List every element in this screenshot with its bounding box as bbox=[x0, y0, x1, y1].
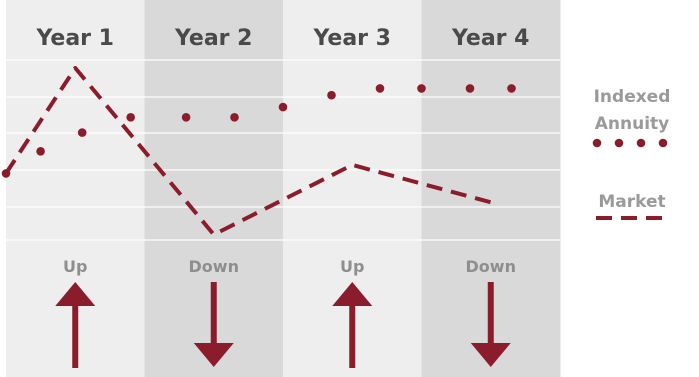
indexed-annuity-point bbox=[375, 84, 385, 93]
legend-dotted-swatch bbox=[592, 138, 668, 148]
legend-market-label: Market bbox=[598, 192, 665, 212]
indexed-annuity-point bbox=[507, 84, 516, 93]
direction-label-2: Down bbox=[189, 257, 239, 276]
arrow-down-icon bbox=[470, 282, 511, 367]
indexed-annuity-point bbox=[417, 84, 426, 93]
direction-label-4: Down bbox=[466, 257, 516, 276]
indexed-annuity-point bbox=[230, 113, 239, 122]
column-header-3: Year 3 bbox=[313, 26, 392, 51]
legend-indexed-annuity-label-2: Annuity bbox=[595, 114, 670, 134]
indexed-annuity-point bbox=[126, 113, 135, 122]
arrow-down-icon bbox=[193, 282, 234, 367]
direction-label-3: Up bbox=[340, 257, 364, 276]
direction-label-1: Up bbox=[63, 257, 87, 276]
column-header-4: Year 4 bbox=[451, 26, 530, 51]
indexed-annuity-point bbox=[465, 84, 475, 93]
arrow-up-icon bbox=[332, 282, 373, 368]
indexed-annuity-point bbox=[77, 128, 87, 137]
indexed-annuity-point bbox=[181, 113, 191, 122]
legend-indexed-annuity-label-1: Indexed bbox=[594, 87, 671, 107]
arrow-up-icon bbox=[55, 282, 96, 368]
indexed-annuity-point bbox=[278, 102, 288, 112]
market-line bbox=[4, 66, 492, 237]
column-header-1: Year 1 bbox=[36, 26, 115, 51]
indexed-annuity-point bbox=[327, 90, 336, 100]
indexed-annuity-point bbox=[36, 147, 45, 156]
column-header-2: Year 2 bbox=[174, 26, 253, 51]
